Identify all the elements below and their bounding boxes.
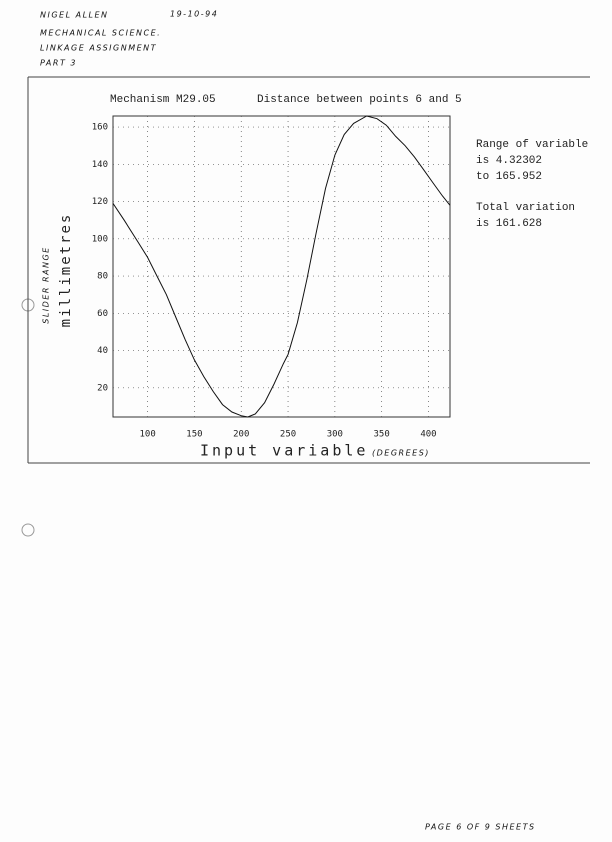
x-axis-note: (DEGREES) (372, 449, 430, 458)
annotation: Total variation (476, 202, 575, 214)
y-tick-label: 60 (97, 309, 108, 319)
annotation: is 4.32302 (476, 155, 542, 167)
x-tick-label: 300 (327, 430, 343, 440)
punch-hole (21, 523, 35, 537)
y-tick-label: 140 (92, 160, 108, 170)
y-tick-label: 160 (92, 123, 108, 133)
curve (112, 115, 451, 418)
plot-frame (112, 115, 451, 418)
chart-subtitle: Distance between points 6 and 5 (257, 94, 462, 106)
author: NIGEL ALLEN (40, 11, 109, 20)
footer: PAGE 6 OF 9 SHEETS (425, 823, 536, 832)
y-tick-label: 20 (97, 383, 108, 393)
assignment: LINKAGE ASSIGNMENT (40, 44, 157, 53)
annotation: is 161.628 (476, 218, 542, 230)
part: PART 3 (40, 59, 77, 68)
x-tick-label: 150 (186, 430, 202, 440)
y-tick-label: 80 (97, 272, 108, 282)
x-tick-label: 200 (233, 430, 249, 440)
y-axis-note: SLIDER RANGE (42, 246, 51, 323)
date: 19-10-94 (170, 10, 218, 19)
y-tick-label: 40 (97, 346, 108, 356)
annotation: to 165.952 (476, 171, 542, 183)
y-axis-label: millimetres (58, 213, 74, 328)
annotation: Range of variable (476, 139, 588, 151)
x-tick-label: 250 (280, 430, 296, 440)
y-tick-label: 100 (92, 234, 108, 244)
x-axis-label: Input variable (200, 442, 368, 460)
chart-title: Mechanism M29.05 (110, 94, 216, 106)
y-tick-label: 120 (92, 197, 108, 207)
x-tick-label: 350 (374, 430, 390, 440)
x-tick-label: 100 (140, 430, 156, 440)
x-tick-label: 400 (420, 430, 436, 440)
course: MECHANICAL SCIENCE. (40, 29, 161, 38)
